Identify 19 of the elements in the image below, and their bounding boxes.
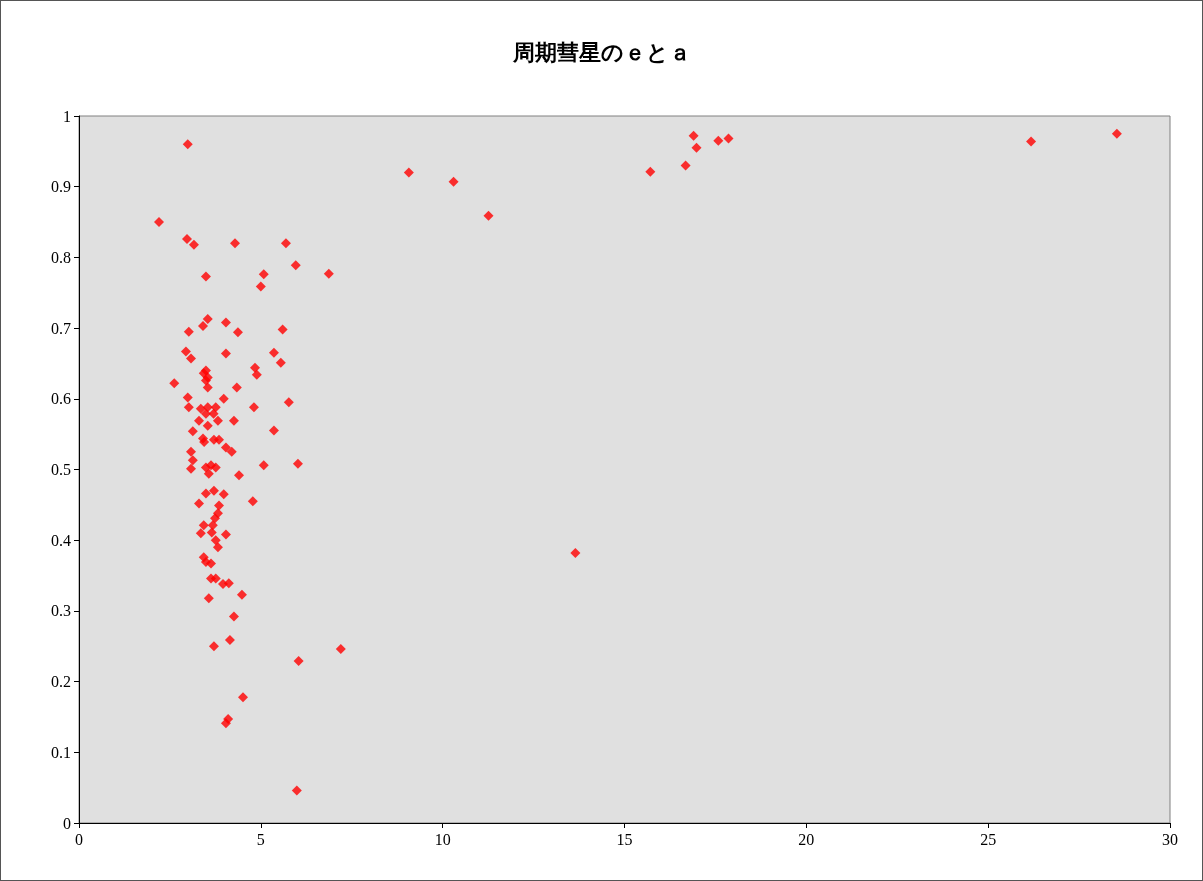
x-tick-label: 30	[1162, 830, 1178, 848]
y-tick-label: 0.3	[51, 602, 71, 620]
y-tick-label: 0.9	[51, 178, 71, 196]
y-tick-label: 0.5	[51, 461, 71, 478]
x-tick-label: 10	[434, 830, 451, 848]
y-tick-label: 0.7	[51, 319, 71, 337]
y-tick-label: 0.8	[51, 248, 71, 266]
y-tick-label: 0.2	[51, 673, 71, 691]
y-tick-label: 0.4	[51, 531, 71, 549]
y-tick-label: 0.6	[51, 390, 71, 408]
x-tick-label: 15	[616, 830, 633, 848]
x-tick-label: 0	[75, 830, 83, 848]
y-tick-label: 1	[63, 107, 71, 125]
y-tick-label: 0.1	[51, 743, 71, 761]
chart-title: 周期彗星のｅとａ	[511, 39, 691, 65]
y-tick-label: 0	[63, 814, 71, 832]
x-tick-label: 5	[256, 830, 265, 848]
x-tick-label: 25	[980, 830, 997, 848]
x-tick-label: 20	[798, 830, 815, 848]
